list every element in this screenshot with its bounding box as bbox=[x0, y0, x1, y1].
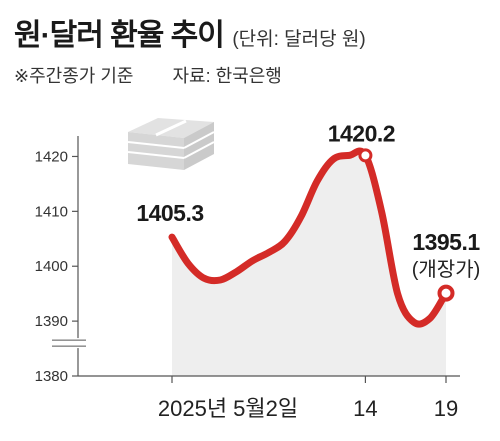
data-label-peak: 1420.2 bbox=[328, 120, 395, 146]
series-line bbox=[168, 147, 450, 328]
y-tick-label: 1380 bbox=[35, 368, 68, 385]
y-tick-label: 1420 bbox=[35, 148, 68, 165]
chart-unit: (단위: 달러당 원) bbox=[232, 29, 366, 50]
data-label-end: 1395.1 bbox=[412, 229, 480, 255]
title-row: 원·달러 환율 추이 (단위: 달러당 원) bbox=[14, 10, 366, 54]
peak-marker bbox=[358, 148, 373, 163]
y-tick-label: 1390 bbox=[35, 313, 68, 330]
x-tick-label: 19 bbox=[434, 396, 458, 421]
x-tick-label: 14 bbox=[353, 396, 377, 421]
end-marker bbox=[437, 284, 455, 302]
y-tick-label: 1410 bbox=[35, 203, 68, 220]
area-fill bbox=[172, 151, 446, 376]
axis-break-gap bbox=[52, 338, 82, 349]
data-label-start: 1405.3 bbox=[136, 200, 203, 226]
basis-note: ※주간종가 기준 bbox=[14, 66, 134, 86]
chart-title: 원·달러 환율 추이 bbox=[14, 19, 225, 52]
subtitle-row: ※주간종가 기준 자료: 한국은행 bbox=[14, 62, 282, 88]
data-label-end-note: (개장가) bbox=[412, 258, 481, 281]
x-tick-label: 2025년 5월2일 bbox=[158, 396, 298, 421]
money-stack-icon bbox=[127, 118, 215, 170]
source-note: 자료: 한국은행 bbox=[172, 66, 282, 86]
y-tick-label: 1400 bbox=[35, 258, 68, 275]
